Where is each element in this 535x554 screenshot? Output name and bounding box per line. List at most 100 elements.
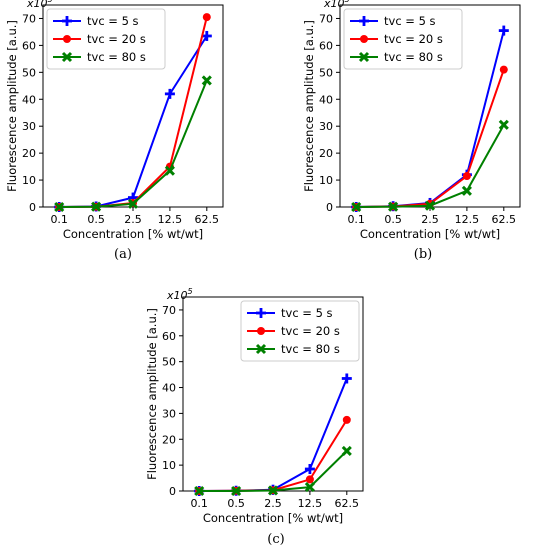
x-tick-label: 12.5 [455, 213, 480, 226]
y-tick-label: 10 [162, 459, 176, 472]
data-point [304, 482, 315, 493]
x-tick-label: 12.5 [158, 213, 183, 226]
y-tick-label: 60 [319, 39, 333, 52]
y-tick-label: 40 [319, 93, 333, 106]
x-tick-label: 2.5 [421, 213, 439, 226]
legend-label: tvc = 5 s [384, 14, 436, 28]
legend-marker [255, 343, 267, 355]
x-tick-label: 0.1 [190, 497, 208, 510]
legend-label: tvc = 5 s [281, 306, 333, 320]
y-axis-label: Fluorescence amplitude [a.u.] [302, 20, 316, 192]
chart-panel-2: 0 10 20 30 40 50 60 70 0.1 0.5 2.5 12.5 62.5 x105 Conc… [145, 287, 364, 547]
x-axis-label: Concentration [% wt/wt] [360, 227, 500, 241]
legend-label: tvc = 5 s [87, 14, 139, 28]
legend-marker [360, 35, 368, 43]
legend-marker [358, 51, 370, 63]
legend: tvc = 5 s tvc = 20 s tvc = 80 s [240, 300, 360, 362]
x-tick-label: 0.5 [384, 213, 402, 226]
data-point [498, 25, 509, 36]
data-point [202, 13, 211, 22]
y-tick-label: 70 [22, 12, 36, 25]
x-tick-label: 2.5 [124, 213, 142, 226]
y-tick-label: 0 [326, 201, 333, 214]
axis-multiplier: x105 [26, 0, 53, 10]
data-point [231, 485, 242, 497]
data-point [127, 198, 139, 209]
legend-marker [63, 35, 71, 43]
data-point-v [205, 30, 209, 41]
data-point [164, 88, 175, 99]
legend-label: tvc = 20 s [281, 324, 340, 338]
legend-marker [256, 308, 266, 318]
data-point [342, 415, 351, 424]
data-point [462, 172, 471, 181]
legend-box [46, 8, 166, 70]
data-point [388, 201, 399, 212]
chart-panel-1: 0 10 20 30 40 50 60 70 0.1 0.5 2.5 12.5 62.5 x105 Conc… [302, 0, 521, 262]
panel-label: (a) [114, 247, 132, 262]
legend-marker-v [259, 308, 263, 318]
y-tick-label: 60 [162, 330, 176, 343]
multiplier-exponent: 5 [48, 0, 53, 4]
x-tick-label: 0.5 [87, 213, 105, 226]
x-axis-label: Concentration [% wt/wt] [63, 227, 203, 241]
legend-marker-v [65, 16, 69, 26]
data-point [194, 485, 205, 497]
x-tick-label: 0.1 [347, 213, 365, 226]
y-tick-label: 20 [22, 147, 36, 160]
data-point [305, 475, 314, 484]
legend: tvc = 5 s tvc = 20 s tvc = 80 s [46, 8, 166, 70]
multiplier-base: x10 [166, 289, 188, 302]
data-point [341, 445, 352, 456]
chart-panel-0: 0 10 20 30 40 50 60 70 0.1 0.5 2.5 12.5 62.5 x105 Conc… [5, 0, 224, 262]
y-tick-label: 50 [162, 356, 176, 369]
x-tick-label: 0.1 [50, 213, 68, 226]
x-tick-label: 12.5 [298, 497, 323, 510]
series-line-2 [59, 80, 208, 208]
multiplier-base: x10 [323, 0, 345, 10]
y-tick-label: 50 [22, 66, 36, 79]
y-tick-label: 60 [22, 39, 36, 52]
x-axis-label: Concentration [% wt/wt] [203, 511, 343, 525]
legend-marker-v [362, 16, 366, 26]
series-line-1 [356, 69, 505, 208]
legend-label: tvc = 20 s [87, 32, 146, 46]
data-point [267, 485, 279, 496]
data-point [164, 165, 175, 176]
legend-label: tvc = 20 s [384, 32, 443, 46]
data-point [91, 201, 102, 212]
data-point-v [502, 25, 506, 36]
multiplier-base: x10 [26, 0, 48, 10]
data-point [201, 30, 212, 41]
data-point [424, 200, 436, 211]
data-point [54, 201, 65, 213]
data-point-v [345, 373, 349, 384]
y-tick-label: 0 [169, 485, 176, 498]
series-line-2 [356, 124, 505, 208]
panel-label: (b) [414, 247, 432, 262]
legend: tvc = 5 s tvc = 20 s tvc = 80 s [343, 8, 463, 70]
legend-box [343, 8, 463, 70]
legend-label: tvc = 80 s [384, 50, 443, 64]
panel-label: (c) [267, 532, 284, 547]
legend-label: tvc = 80 s [281, 342, 340, 356]
y-tick-label: 40 [22, 93, 36, 106]
y-tick-label: 40 [162, 382, 176, 395]
y-tick-label: 50 [319, 66, 333, 79]
data-point-v [131, 192, 135, 203]
data-point [461, 185, 472, 196]
y-tick-label: 70 [162, 304, 176, 317]
legend-marker [257, 327, 265, 335]
y-tick-label: 20 [319, 147, 333, 160]
data-point [201, 75, 212, 86]
x-tick-label: 2.5 [264, 497, 282, 510]
y-tick-label: 30 [319, 120, 333, 133]
y-axis-label: Fluorescence amplitude [a.u.] [145, 308, 159, 480]
multiplier-exponent: 5 [345, 0, 350, 4]
data-point [304, 464, 315, 475]
legend-marker [62, 16, 72, 26]
multiplier-exponent: 5 [188, 287, 193, 296]
x-tick-label: 0.5 [227, 497, 245, 510]
legend-box [240, 300, 360, 362]
